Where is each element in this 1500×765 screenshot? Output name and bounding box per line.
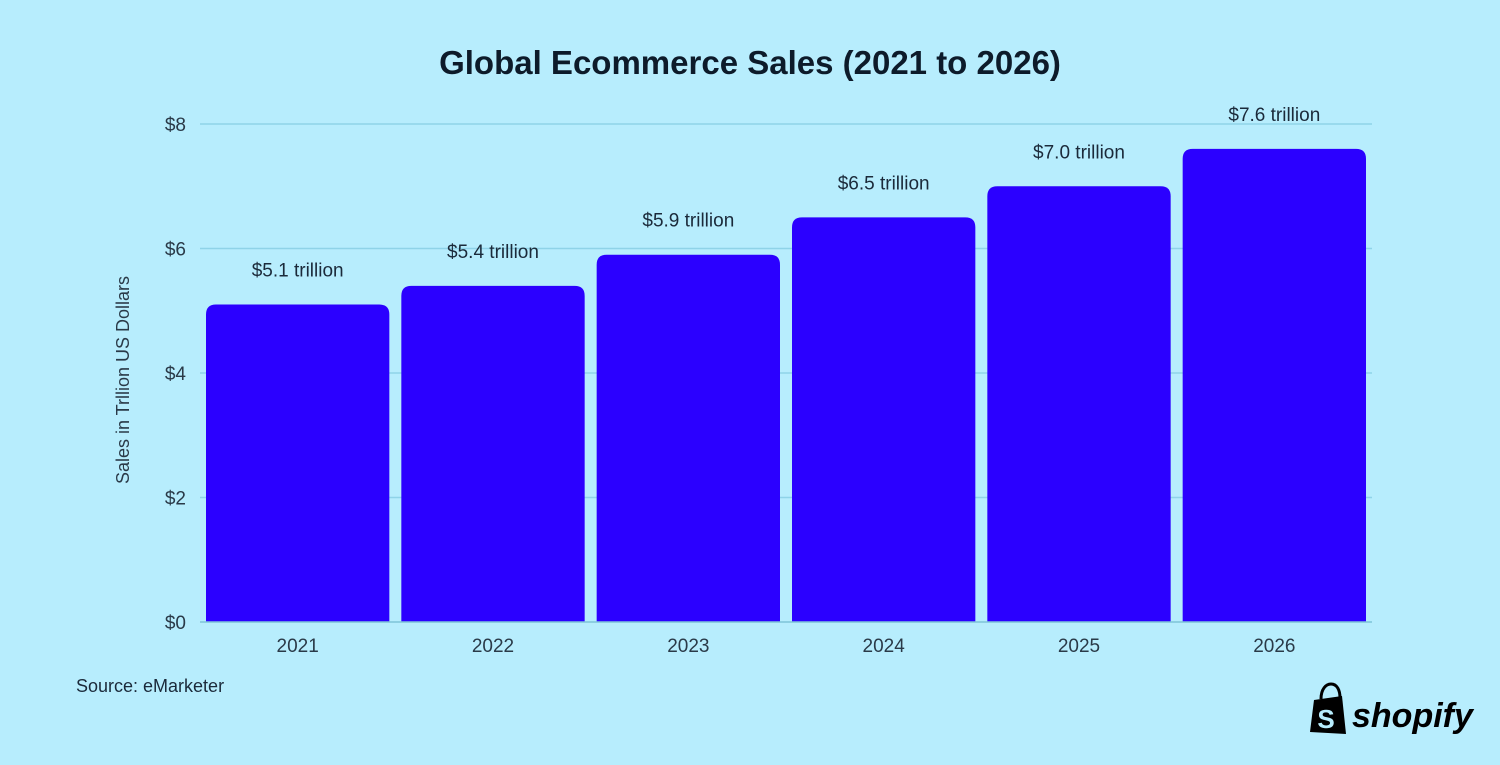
bar-2022 [401,285,585,622]
shopify-wordmark: shopify [1352,697,1475,735]
bar-2021 [206,304,390,622]
data-label-2025: $7.0 trillion [1033,142,1125,163]
x-tick-label-2021: 2021 [277,636,319,657]
data-label-2023: $5.9 trillion [642,211,734,232]
bar-2024 [792,217,976,622]
source-note: Source: eMarketer [76,676,224,696]
bar-2023 [596,254,780,622]
bar-2025 [987,186,1171,622]
y-tick-label: $6 [165,240,186,261]
data-label-2026: $7.6 trillion [1228,105,1320,126]
y-tick-label: $0 [165,613,186,634]
y-axis-label: Sales in Trllion US Dollars [113,276,133,484]
data-label-2021: $5.1 trillion [252,261,344,282]
data-label-2022: $5.4 trillion [447,242,539,263]
shopify-logo: S shopify [1310,682,1475,735]
shopify-bag-icon: S [1310,682,1346,734]
x-tick-label-2024: 2024 [863,636,906,657]
y-tick-label: $2 [165,489,186,510]
y-axis-ticks: $0 $2 $4 $6 $8 [165,115,187,634]
data-label-2024: $6.5 trillion [838,173,930,194]
bar-2026 [1182,148,1366,622]
x-tick-label-2025: 2025 [1058,636,1100,657]
x-tick-label-2026: 2026 [1253,636,1295,657]
chart-title: Global Ecommerce Sales (2021 to 2026) [439,44,1061,81]
y-tick-label: $4 [165,364,187,385]
bars [206,148,1366,622]
x-tick-label-2022: 2022 [472,636,514,657]
gridlines [200,123,1372,499]
x-tick-label-2023: 2023 [667,636,709,657]
y-tick-label: $8 [165,115,186,136]
data-labels: $5.1 trillion $5.4 trillion $5.9 trillion $… [252,105,1321,282]
svg-text:S: S [1317,704,1334,734]
x-axis-ticks: 2021 2022 2023 2024 2025 2026 [277,636,1296,657]
